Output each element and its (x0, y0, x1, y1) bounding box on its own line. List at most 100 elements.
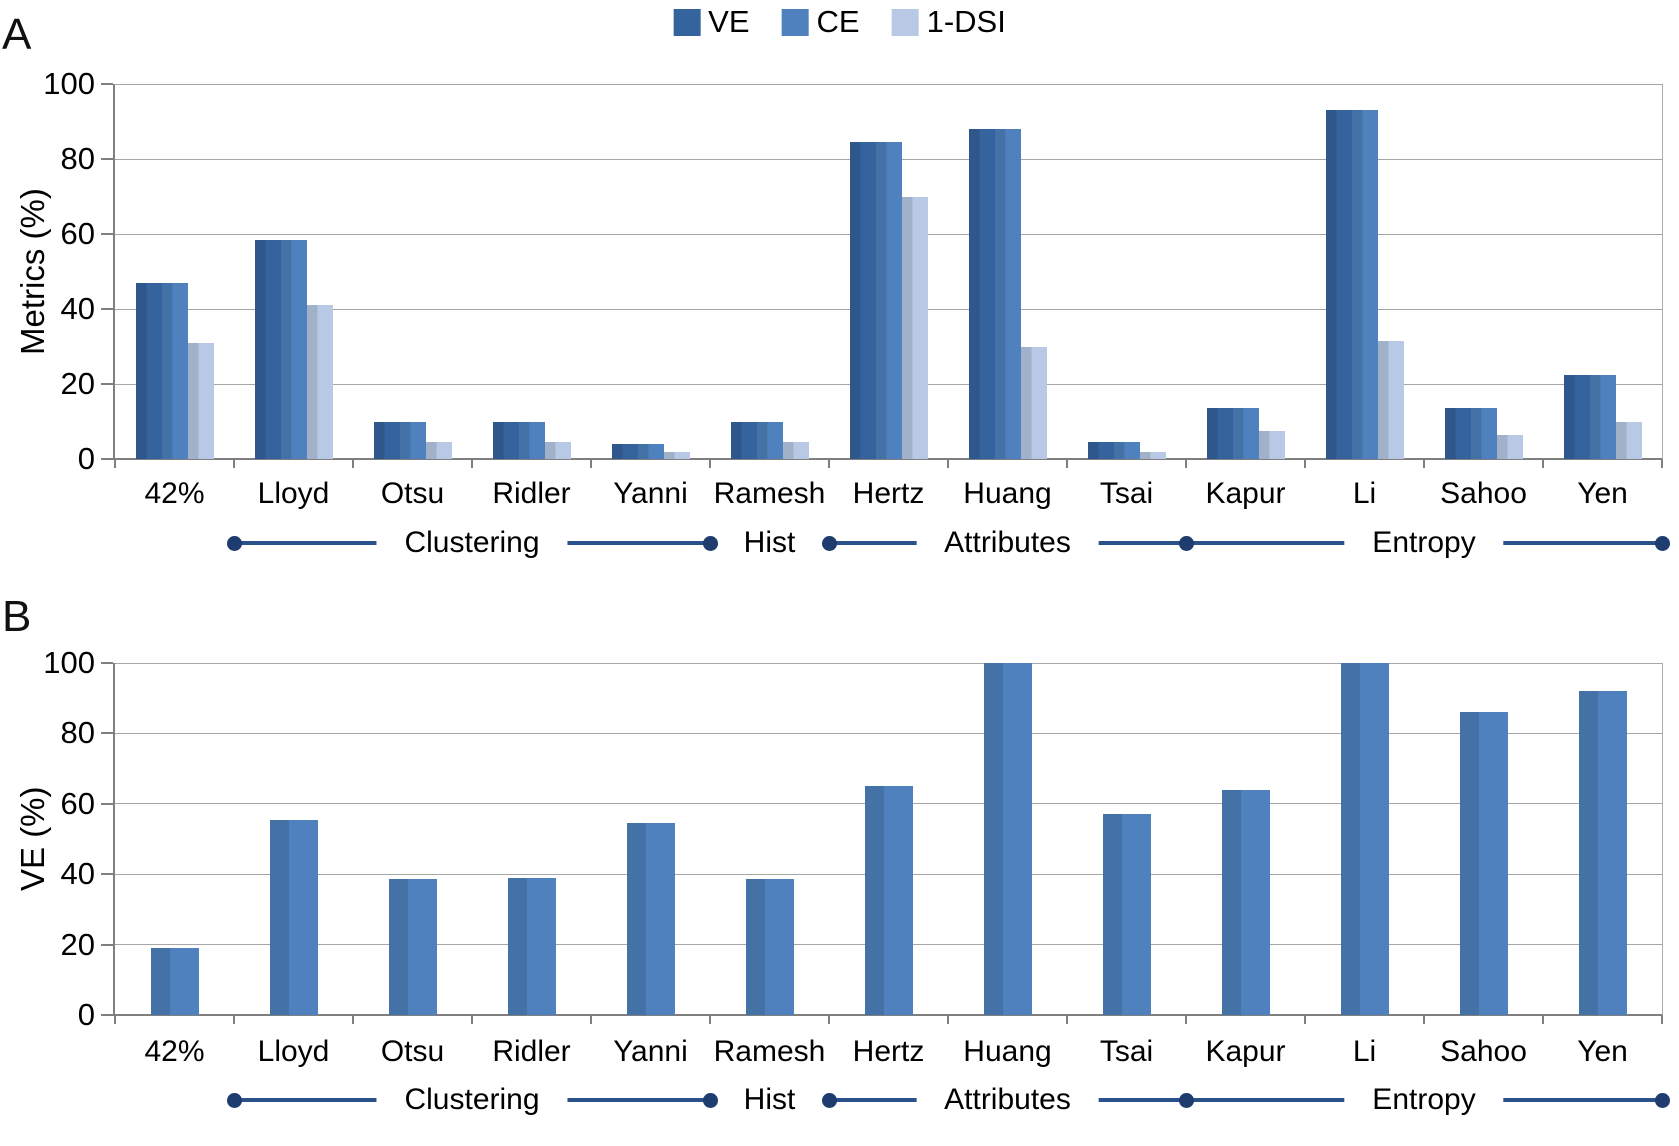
x-label-li: Li (1352, 477, 1377, 510)
y-tick (101, 732, 113, 735)
y-tick-label: 60 (60, 216, 95, 251)
x-tick (709, 1015, 711, 1024)
group-boundary-dot (1178, 535, 1194, 551)
x-tick (590, 1015, 592, 1024)
bar-ve-yanni (626, 823, 675, 1015)
bar-ce-42 (161, 282, 188, 459)
x-label-otsu: Otsu (380, 477, 445, 510)
bar-ce-lloyd (280, 239, 307, 459)
y-tick-label: 100 (43, 645, 95, 680)
bar-1-dsi-sahoo (1496, 434, 1523, 459)
x-label-lloyd: Lloyd (257, 477, 330, 510)
y-axis-line (113, 84, 115, 459)
x-label-huang: Huang (963, 1035, 1052, 1068)
bar-ce-yen (1589, 374, 1616, 459)
bar-ve-yanni (611, 444, 638, 459)
bar-ve-otsu (373, 421, 400, 459)
bar-ve-42 (150, 948, 199, 1015)
y-tick (101, 83, 113, 85)
bar-ce-otsu (399, 421, 426, 459)
legend-item-ve: VE (673, 4, 750, 40)
x-label-li: Li (1352, 1035, 1377, 1068)
group-boundary-dot (702, 535, 718, 551)
bar-ve-sahoo (1459, 712, 1508, 1015)
y-tick-label: 80 (60, 141, 95, 176)
bar-ve-tsai (1087, 442, 1114, 459)
bar-ce-ramesh (756, 421, 783, 459)
x-label-yen: Yen (1577, 477, 1628, 510)
x-tick (352, 1015, 354, 1024)
group-label-attributes: Attributes (916, 523, 1099, 563)
y-tick (101, 233, 113, 235)
bar-ce-sahoo (1470, 408, 1497, 459)
y-tick-label: 100 (43, 66, 95, 101)
y-tick (101, 158, 113, 160)
x-tick (471, 459, 473, 468)
x-tick (1304, 1015, 1306, 1024)
x-tick (1542, 459, 1544, 468)
group-boundary-dot (821, 1092, 837, 1108)
y-tick (101, 873, 113, 876)
x-label-sahoo: Sahoo (1440, 1035, 1527, 1068)
x-tick (1423, 459, 1425, 468)
x-label-sahoo: Sahoo (1440, 477, 1527, 510)
y-tick (101, 308, 113, 310)
y-axis-line (113, 663, 115, 1015)
legend-swatch-ce (781, 8, 809, 36)
bar-ve-sahoo (1444, 408, 1471, 459)
panel-letter-b: B (2, 592, 32, 641)
group-boundary-dot (226, 1092, 242, 1108)
x-axis-line (113, 458, 1662, 460)
x-label-tsai: Tsai (1099, 1035, 1154, 1068)
bar-ve-kapur (1221, 789, 1270, 1015)
bar-ce-ridler (518, 421, 545, 459)
bar-ve-hertz (849, 142, 876, 459)
bar-1-dsi-tsai (1139, 451, 1166, 459)
y-tick-label: 20 (60, 366, 95, 401)
x-tick (590, 459, 592, 468)
group-boundary-dot (702, 1092, 718, 1108)
bar-ve-yen (1578, 691, 1627, 1015)
x-label-hertz: Hertz (852, 1035, 925, 1068)
x-tick (1304, 459, 1306, 468)
x-tick (114, 459, 116, 468)
group-label-attributes: Attributes (916, 1080, 1099, 1120)
bar-ve-ridler (507, 877, 556, 1015)
bar-1-dsi-huang (1020, 346, 1047, 459)
x-label-yen: Yen (1577, 1035, 1628, 1068)
x-tick (709, 459, 711, 468)
x-tick (233, 459, 235, 468)
plot-area-a: 0 20 40 60 80 100 42% Lloyd Otsu Ridler Yanni Rames… (43, 66, 1670, 563)
bar-ve-li (1340, 663, 1389, 1015)
bar-1-dsi-yen (1615, 421, 1642, 459)
x-label-tsai: Tsai (1099, 477, 1154, 510)
group-label-entropy: Entropy (1344, 1080, 1504, 1120)
y-tick-label: 40 (60, 291, 95, 326)
x-tick (947, 1015, 949, 1024)
bar-1-dsi-lloyd (306, 305, 333, 459)
x-tick (828, 459, 830, 468)
bar-ve-huang (983, 663, 1032, 1015)
y-tick-label: 20 (60, 926, 95, 962)
group-label-clustering: Clustering (376, 1080, 568, 1120)
bar-ve-ridler (492, 421, 519, 459)
plot-area-b: 0 20 40 60 80 100 42% Lloyd Otsu Ridler Yanni Rames… (43, 645, 1670, 1120)
x-tick (352, 459, 354, 468)
bar-1-dsi-kapur (1258, 430, 1285, 459)
group-boundary-dot (1654, 1092, 1670, 1108)
x-label-lloyd: Lloyd (257, 1035, 330, 1068)
panel-letter-a: A (2, 10, 32, 59)
bar-ce-yanni (637, 444, 664, 459)
legend-item-1-dsi: 1-DSI (891, 4, 1006, 40)
group-boundary-dot (226, 535, 242, 551)
group-label-hist: Hist (715, 1080, 824, 1120)
bar-1-dsi-42 (187, 342, 214, 459)
y-tick (101, 802, 113, 805)
y-tick (101, 1014, 113, 1016)
x-label-42: 42% (144, 477, 205, 510)
bar-1-dsi-otsu (425, 442, 452, 459)
y-tick-label: 60 (60, 785, 95, 821)
y-tick (101, 383, 113, 385)
group-boundary-dot (1654, 535, 1670, 551)
